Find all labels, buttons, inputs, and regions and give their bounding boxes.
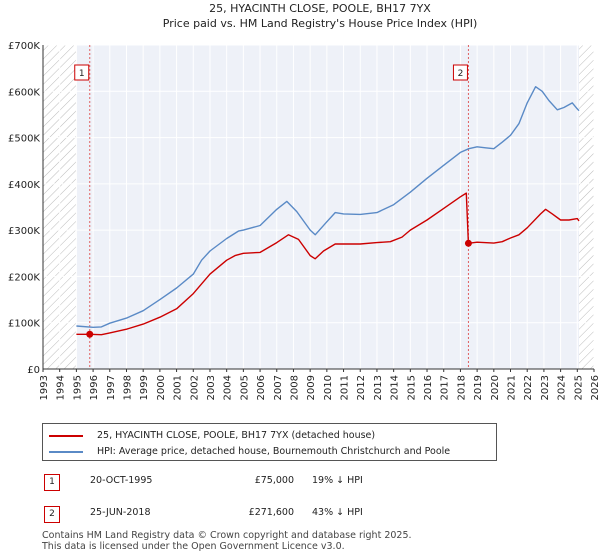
sale-point	[464, 239, 472, 247]
x-tick-label: 2007	[273, 375, 284, 400]
y-tick-label: £200K	[8, 272, 40, 283]
chart-title: 25, HYACINTH CLOSE, POOLE, BH17 7YX	[209, 2, 431, 15]
y-tick-label: £600K	[8, 87, 40, 98]
sale-label-box	[74, 64, 90, 81]
y-tick-label: £0	[27, 365, 40, 376]
x-tick-label: 2017	[440, 375, 451, 400]
sale-point	[86, 330, 94, 338]
sale-row: 2 25-JUN-2018 £271,600 43% ↓ HPI	[42, 504, 562, 526]
sale-price: £75,000	[254, 475, 294, 486]
x-tick-label: 1997	[106, 375, 117, 400]
x-tick-label: 2009	[306, 375, 317, 400]
x-tick-label: 2018	[456, 375, 467, 400]
x-tick-label: 1993	[39, 375, 50, 400]
x-tick-label: 2024	[557, 375, 568, 400]
legend-swatch-property	[49, 435, 83, 437]
y-tick-label: £700K	[8, 41, 40, 52]
price-chart: 25, HYACINTH CLOSE, POOLE, BH17 7YX Pric…	[8, 2, 600, 400]
x-tick-label: 1996	[89, 375, 100, 400]
x-tick-label: 2026	[590, 375, 600, 400]
x-tick-label: 2021	[507, 375, 518, 400]
y-tick-label: £400K	[8, 180, 40, 191]
x-tick-label: 2006	[256, 375, 267, 400]
legend-label-property: 25, HYACINTH CLOSE, POOLE, BH17 7YX (det…	[97, 430, 376, 441]
footer-attribution: Contains HM Land Registry data © Crown c…	[42, 530, 412, 552]
x-tick-label: 2016	[423, 375, 434, 400]
sale-hpi-comparison: 43% ↓ HPI	[312, 507, 363, 518]
sale-date: 20-OCT-1995	[90, 475, 153, 486]
legend-swatch-hpi	[49, 451, 83, 453]
sale-label: 1	[79, 69, 85, 79]
sale-date: 25-JUN-2018	[90, 507, 151, 518]
sales-table: 1 20-OCT-1995 £75,000 19% ↓ HPI 2 25-JUN…	[42, 472, 562, 536]
x-tick-label: 2004	[223, 375, 234, 400]
footer-line-2: This data is licensed under the Open Gov…	[42, 541, 345, 552]
x-tick-label: 2012	[356, 375, 367, 400]
x-tick-label: 2010	[323, 375, 334, 400]
x-tick-label: 2020	[490, 375, 501, 400]
x-tick-label: 2015	[406, 375, 417, 400]
x-tick-label: 2014	[390, 375, 401, 400]
x-tick-label: 2019	[473, 375, 484, 400]
x-tick-label: 2001	[173, 375, 184, 400]
plot-area: £0 £100K £200K £300K £400K £500K £600K £700K 199…	[8, 41, 600, 400]
legend: 25, HYACINTH CLOSE, POOLE, BH17 7YX (det…	[42, 423, 497, 461]
x-tick-label: 1999	[139, 375, 150, 400]
hatch-region	[578, 45, 594, 369]
sale-marker-label: 1	[44, 474, 60, 491]
footer-line-1: Contains HM Land Registry data © Crown c…	[42, 530, 412, 541]
x-tick-label: 2022	[523, 375, 534, 400]
x-tick-label: 2002	[189, 375, 200, 400]
y-tick-label: £300K	[8, 226, 40, 237]
x-tick-label: 2000	[156, 375, 167, 400]
sale-price: £271,600	[248, 507, 294, 518]
x-tick-label: 2023	[540, 375, 551, 400]
x-tick-label: 1998	[122, 375, 133, 400]
x-tick-label: 2025	[573, 375, 584, 400]
x-tick-label: 2008	[289, 375, 300, 400]
series-line-hpi	[76, 86, 580, 328]
y-tick-label: £100K	[8, 319, 40, 330]
x-tick-label: 2005	[239, 375, 250, 400]
sale-hpi-comparison: 19% ↓ HPI	[312, 475, 363, 486]
sale-row: 1 20-OCT-1995 £75,000 19% ↓ HPI	[42, 472, 562, 494]
sale-marker-label: 2	[44, 506, 60, 523]
plot-background	[43, 45, 594, 369]
sale-label: 2	[458, 69, 464, 79]
x-tick-label: 2013	[373, 375, 384, 400]
x-tick-label: 2003	[206, 375, 217, 400]
y-tick-label: £500K	[8, 134, 40, 145]
chart-subtitle: Price paid vs. HM Land Registry's House …	[163, 17, 478, 30]
sale-label-box	[452, 64, 468, 81]
x-tick-label: 1994	[56, 375, 67, 400]
legend-label-hpi: HPI: Average price, detached house, Bour…	[97, 446, 451, 457]
series-line-property	[76, 192, 580, 336]
x-tick-label: 2011	[340, 375, 351, 400]
x-tick-label: 1995	[72, 375, 83, 400]
